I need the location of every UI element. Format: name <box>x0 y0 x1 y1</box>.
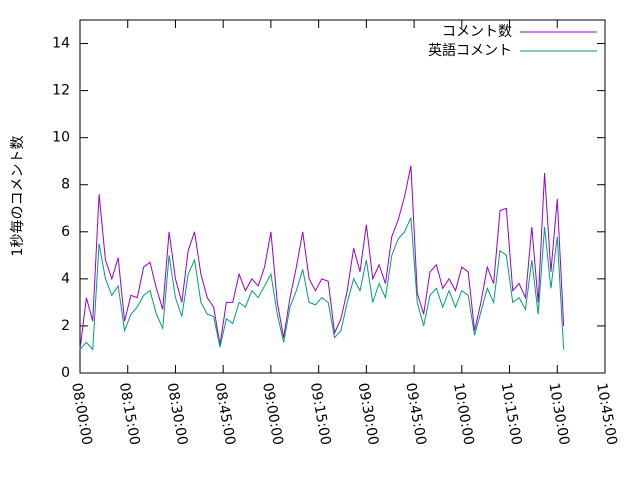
x-tick-label: 09:30:00 <box>354 382 381 447</box>
x-tick-label: 10:45:00 <box>593 382 620 447</box>
y-tick-label: 6 <box>61 224 70 240</box>
y-tick-label: 4 <box>61 271 70 287</box>
plot-border <box>79 19 606 374</box>
x-tick-label: 09:15:00 <box>307 382 334 447</box>
x-tick-label: 10:30:00 <box>545 382 572 447</box>
x-tick-label: 08:00:00 <box>68 382 95 447</box>
y-tick-label: 8 <box>61 177 70 193</box>
legend-label: 英語コメント <box>428 42 512 59</box>
x-tick-label: 10:00:00 <box>450 382 477 447</box>
legend-label: コメント数 <box>442 24 512 40</box>
y-tick-label: 0 <box>61 365 70 381</box>
x-tick-label: 09:00:00 <box>259 382 286 447</box>
y-tick-label: 12 <box>52 83 70 99</box>
x-tick-label: 08:15:00 <box>116 382 143 447</box>
series-line <box>79 165 565 350</box>
y-tick-label: 14 <box>52 36 70 52</box>
y-tick-label: 2 <box>61 318 70 334</box>
x-tick-label: 08:45:00 <box>211 382 238 447</box>
x-tick-label: 10:15:00 <box>498 382 525 447</box>
y-tick-label: 10 <box>52 130 70 146</box>
x-tick-label: 08:30:00 <box>164 382 191 447</box>
series-line <box>79 217 565 351</box>
y-axis-label: 1秒毎のコメント数 <box>10 136 26 257</box>
x-tick-label: 09:45:00 <box>402 382 429 447</box>
